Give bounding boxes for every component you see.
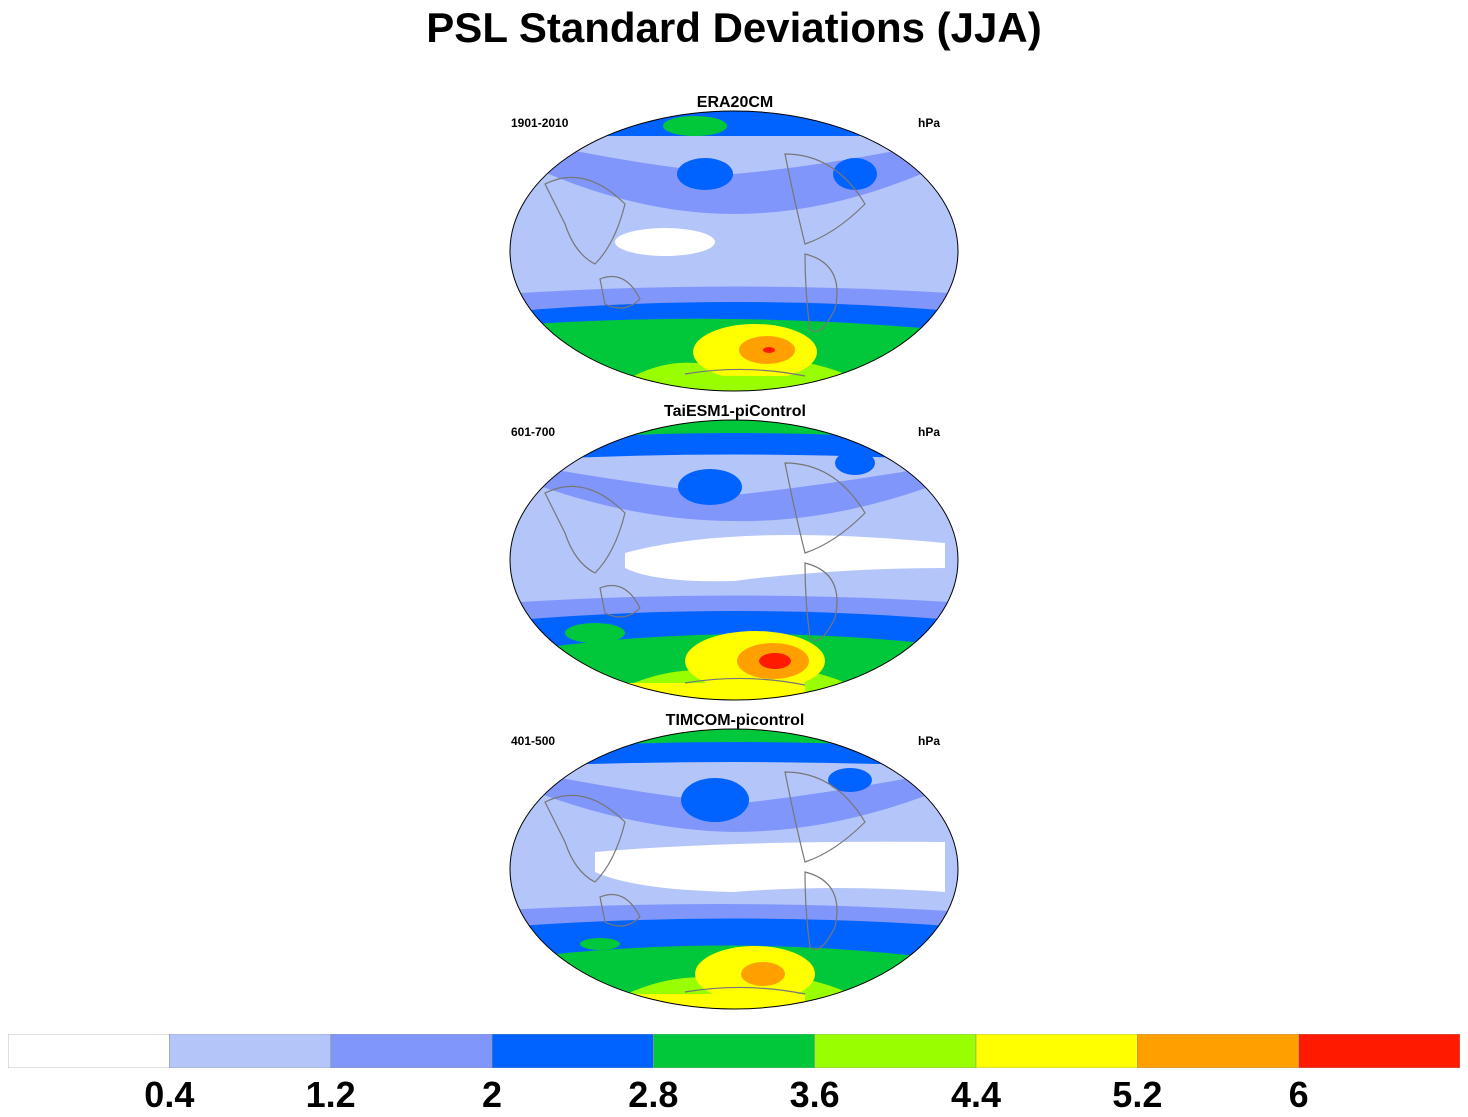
colorbar-tick-label: 6 bbox=[1288, 1074, 1309, 1115]
colorbar-swatch bbox=[814, 1034, 977, 1068]
colorbar-tick-label: 2.8 bbox=[628, 1074, 679, 1115]
colorbar-swatch bbox=[491, 1034, 654, 1068]
colorbar-tick-label: 4.4 bbox=[950, 1074, 1002, 1115]
panel-period: 1901-2010 bbox=[511, 116, 569, 130]
colorbar-tick-label: 2 bbox=[481, 1074, 503, 1115]
colorbar-swatch bbox=[330, 1034, 493, 1068]
colorbar-tick-label: 0.4 bbox=[144, 1074, 195, 1115]
colorbar-swatch bbox=[975, 1034, 1138, 1068]
colorbar-swatch bbox=[653, 1034, 815, 1068]
panel-units: hPa bbox=[917, 116, 940, 130]
panel-period: 601-700 bbox=[511, 425, 556, 439]
colorbar-tick-label: 5.2 bbox=[1112, 1074, 1163, 1115]
colorbar-tick-label: 3.6 bbox=[789, 1074, 840, 1115]
map-panel-timcom: TIMCOM-picontrol 401-500 hPa bbox=[505, 712, 965, 1012]
colorbar bbox=[8, 1034, 1460, 1068]
map-era20cm bbox=[509, 110, 959, 392]
panel-period: 401-500 bbox=[511, 734, 556, 748]
colorbar-swatch bbox=[1298, 1034, 1460, 1068]
colorbar-swatches bbox=[8, 1034, 1460, 1068]
map-taiesm1 bbox=[509, 419, 959, 701]
colorbar-swatch bbox=[1137, 1034, 1299, 1068]
figure-title: PSL Standard Deviations (JJA) bbox=[426, 4, 1042, 51]
colorbar-tick-label: 1.2 bbox=[305, 1074, 356, 1115]
colorbar-swatch bbox=[8, 1034, 170, 1068]
panel-title: TaiESM1-piControl bbox=[664, 403, 806, 420]
panel-units: hPa bbox=[917, 425, 940, 439]
map-panel-era20cm: ERA20CM 1901-2010 hPa bbox=[505, 94, 965, 394]
panel-title: ERA20CM bbox=[696, 94, 774, 111]
map-panel-taiesm1: TaiESM1-piControl 601-700 hPa bbox=[505, 403, 965, 703]
panel-units: hPa bbox=[917, 734, 940, 748]
panel-title: TIMCOM-picontrol bbox=[665, 712, 805, 729]
map-timcom bbox=[509, 728, 959, 1010]
colorbar-swatch bbox=[169, 1034, 331, 1068]
